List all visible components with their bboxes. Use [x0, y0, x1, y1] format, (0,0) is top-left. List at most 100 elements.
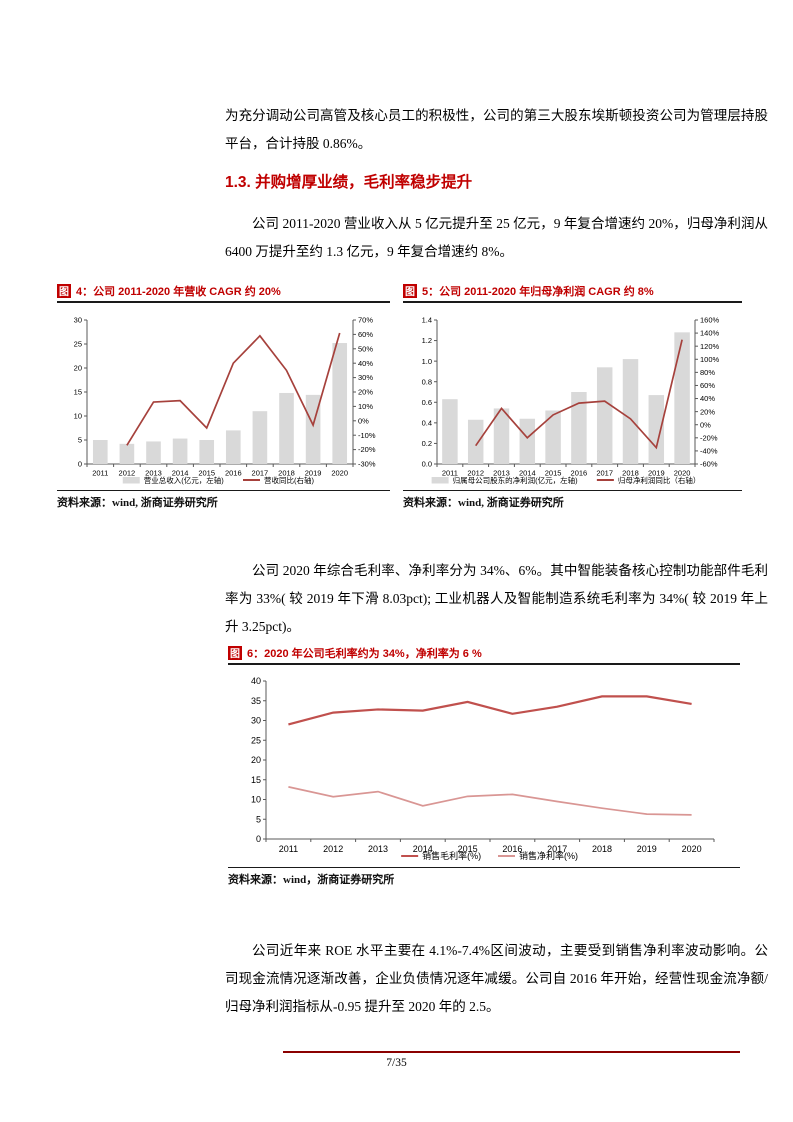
- svg-text:40: 40: [251, 676, 261, 686]
- svg-text:0.2: 0.2: [422, 439, 432, 448]
- svg-text:1.4: 1.4: [422, 316, 432, 325]
- svg-text:2020: 2020: [682, 844, 702, 854]
- svg-text:0: 0: [256, 834, 261, 844]
- svg-text:25: 25: [251, 735, 261, 745]
- svg-text:2018: 2018: [278, 469, 295, 478]
- svg-text:1.2: 1.2: [422, 336, 432, 345]
- svg-text:2016: 2016: [571, 469, 588, 478]
- svg-text:100%: 100%: [700, 355, 720, 364]
- svg-text:1.0: 1.0: [422, 357, 432, 366]
- svg-text:5: 5: [78, 436, 82, 445]
- svg-text:2014: 2014: [413, 844, 433, 854]
- svg-text:15: 15: [251, 775, 261, 785]
- figure-6-title-row: 图 6：2020 年公司毛利率约为 34%，净利率为 6 %: [228, 645, 740, 660]
- body-paragraph-1: 为充分调动公司高管及核心员工的积极性，公司的第三大股东埃斯顿投资公司为管理层持股…: [225, 107, 768, 151]
- svg-text:40%: 40%: [358, 359, 373, 368]
- svg-text:2019: 2019: [305, 469, 322, 478]
- svg-text:25: 25: [74, 340, 82, 349]
- figure-badge-icon: 图: [57, 283, 71, 298]
- svg-text:2013: 2013: [493, 469, 510, 478]
- figure-4-title-row: 图 4：公司 2011-2020 年营收 CAGR 约 20%: [57, 283, 390, 298]
- figure-6-source: 资料来源：wind，浙商证券研究所: [228, 874, 395, 886]
- svg-text:2016: 2016: [225, 469, 242, 478]
- figure-4-source-rule: [57, 490, 390, 491]
- svg-text:60%: 60%: [700, 381, 715, 390]
- svg-text:2017: 2017: [596, 469, 613, 478]
- svg-text:-30%: -30%: [358, 460, 376, 469]
- svg-text:2012: 2012: [323, 844, 343, 854]
- svg-text:营收同比(右轴): 营收同比(右轴): [264, 475, 314, 485]
- svg-text:0.4: 0.4: [422, 418, 432, 427]
- svg-text:35: 35: [251, 696, 261, 706]
- svg-text:2018: 2018: [622, 469, 639, 478]
- svg-text:0: 0: [78, 460, 82, 469]
- body-paragraph-4: 公司近年来 ROE 水平主要在 4.1%-7.4%区间波动，主要受到销售净利率波…: [225, 942, 768, 1014]
- svg-text:-10%: -10%: [358, 431, 376, 440]
- svg-text:70%: 70%: [358, 316, 373, 325]
- svg-text:20%: 20%: [700, 407, 715, 416]
- svg-text:2014: 2014: [519, 469, 536, 478]
- svg-text:2011: 2011: [279, 844, 298, 854]
- svg-text:2017: 2017: [252, 469, 269, 478]
- svg-text:40%: 40%: [700, 394, 715, 403]
- figure-6-title: 6：2020 年公司毛利率约为 34%，净利率为 6 %: [247, 647, 482, 660]
- svg-text:归母净利润同比（右轴）: 归母净利润同比（右轴）: [618, 475, 701, 485]
- svg-text:0.6: 0.6: [422, 398, 432, 407]
- figure-badge-icon: 图: [228, 645, 242, 660]
- svg-text:20: 20: [74, 364, 82, 373]
- svg-text:120%: 120%: [700, 342, 720, 351]
- svg-text:30: 30: [251, 716, 261, 726]
- svg-text:160%: 160%: [700, 316, 720, 325]
- svg-text:50%: 50%: [358, 344, 373, 353]
- svg-text:2013: 2013: [145, 469, 162, 478]
- figure-5-title: 5：公司 2011-2020 年归母净利润 CAGR 约 8%: [422, 285, 654, 298]
- revenue-cagr-chart: 0 5 10 15 20 25 30 -30% -20% -10% 0% 10% 20% 30% 40% 50…: [74, 316, 376, 485]
- svg-text:5: 5: [256, 814, 261, 824]
- svg-text:2012: 2012: [119, 469, 136, 478]
- svg-text:2015: 2015: [458, 844, 478, 854]
- figure-4-title-rule: [57, 301, 390, 303]
- svg-text:营业总收入(亿元，左轴): 营业总收入(亿元，左轴): [144, 475, 224, 485]
- figure-6-title-rule: [228, 663, 740, 665]
- svg-text:销售毛利率(%): 销售毛利率(%): [422, 850, 481, 861]
- margin-trend-chart: 0 5 10 15 20 25 30 35 40 2011 2012 2013 2014 2015 2016…: [251, 676, 715, 861]
- svg-text:2011: 2011: [442, 469, 458, 478]
- svg-text:2018: 2018: [592, 844, 612, 854]
- svg-text:10%: 10%: [358, 402, 373, 411]
- page-number: 7/35: [386, 1057, 407, 1069]
- body-paragraph-2: 公司 2011-2020 营业收入从 5 亿元提升至 25 亿元，9 年复合增速…: [225, 215, 768, 259]
- svg-text:-60%: -60%: [700, 460, 718, 469]
- svg-text:20%: 20%: [358, 388, 373, 397]
- svg-text:2015: 2015: [545, 469, 562, 478]
- body-paragraph-3: 公司 2020 年综合毛利率、净利率分为 34%、6%。其中智能装备核心控制功能…: [225, 562, 768, 634]
- svg-text:2016: 2016: [502, 844, 522, 854]
- svg-text:2012: 2012: [467, 469, 484, 478]
- svg-text:2019: 2019: [637, 844, 657, 854]
- section-heading: 1.3. 并购增厚业绩，毛利率稳步提升: [225, 174, 473, 191]
- svg-text:2011: 2011: [92, 469, 108, 478]
- svg-text:30: 30: [74, 316, 82, 325]
- svg-text:2015: 2015: [198, 469, 215, 478]
- svg-text:140%: 140%: [700, 329, 720, 338]
- svg-text:60%: 60%: [358, 330, 373, 339]
- svg-text:0%: 0%: [700, 420, 711, 429]
- svg-text:2020: 2020: [331, 469, 348, 478]
- figure-4-title: 4：公司 2011-2020 年营收 CAGR 约 20%: [76, 285, 281, 298]
- figure-5-title-row: 图 5：公司 2011-2020 年归母净利润 CAGR 约 8%: [403, 283, 742, 298]
- svg-text:0%: 0%: [358, 416, 369, 425]
- figure-5: 图 5：公司 2011-2020 年归母净利润 CAGR 约 8% 0.0 0.2…: [403, 283, 742, 510]
- figure-4: 图 4：公司 2011-2020 年营收 CAGR 约 20% 0 5 10 15 20…: [57, 283, 390, 510]
- svg-text:0.0: 0.0: [422, 460, 432, 469]
- svg-text:10: 10: [74, 412, 82, 421]
- figure-6: 图 6：2020 年公司毛利率约为 34%，净利率为 6 % 0 5 10 15 20 2…: [228, 645, 740, 887]
- svg-text:80%: 80%: [700, 368, 715, 377]
- svg-text:20: 20: [251, 755, 261, 765]
- figure-5-source-rule: [403, 490, 742, 491]
- svg-text:2017: 2017: [547, 844, 567, 854]
- svg-text:0.8: 0.8: [422, 377, 432, 386]
- figure-5-title-rule: [403, 301, 742, 303]
- net-profit-cagr-chart: 0.0 0.2 0.4 0.6 0.8 1.0 1.2 1.4 -60% -40% -20% 0% 20…: [422, 316, 720, 485]
- svg-text:2014: 2014: [172, 469, 189, 478]
- svg-text:2020: 2020: [674, 469, 691, 478]
